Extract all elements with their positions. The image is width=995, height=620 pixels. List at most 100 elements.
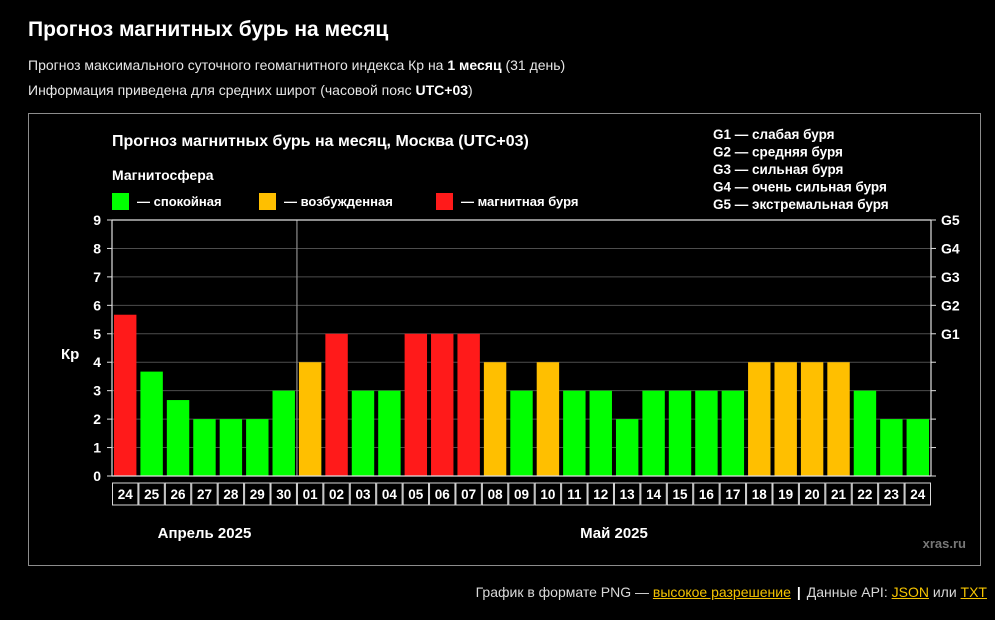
x-tick-cell-28 bbox=[851, 482, 879, 506]
x-tick-label-26: 20 bbox=[805, 487, 820, 502]
x-tick-label-19: 13 bbox=[620, 487, 636, 502]
bar-23 bbox=[721, 390, 745, 476]
x-tick-label-17: 11 bbox=[567, 487, 582, 502]
legend-title: Магнитосфера bbox=[112, 167, 214, 183]
x-tick-label-3: 27 bbox=[197, 487, 212, 502]
x-tick-cell-12 bbox=[429, 482, 456, 506]
x-tick-label-21: 15 bbox=[673, 487, 689, 502]
x-tick-cell-9 bbox=[349, 482, 377, 506]
x-tick-label-24: 18 bbox=[752, 487, 768, 502]
footer: График в формате PNG — высокое разрешени… bbox=[476, 584, 987, 600]
x-tick-label-0: 24 bbox=[118, 487, 134, 502]
x-tick-label-7: 01 bbox=[303, 487, 319, 502]
x-tick-label-14: 08 bbox=[488, 487, 504, 502]
x-tick-cell-25 bbox=[772, 482, 799, 506]
x-tick-cell-21 bbox=[666, 482, 694, 506]
x-tick-cell-17 bbox=[561, 482, 588, 506]
x-tick-label-6: 30 bbox=[276, 487, 291, 502]
x-tick-label-30: 24 bbox=[910, 487, 926, 502]
bar-16 bbox=[536, 362, 560, 476]
chart-title: Прогноз магнитных бурь на месяц, Москва … bbox=[112, 133, 529, 150]
bar-30 bbox=[906, 419, 929, 476]
x-tick-cell-13 bbox=[455, 482, 482, 506]
x-tick-label-12: 06 bbox=[435, 487, 451, 502]
bar-10 bbox=[378, 390, 401, 476]
x-tick-cell-6 bbox=[270, 482, 297, 506]
x-tick-cell-15 bbox=[508, 482, 535, 506]
subtitle-timezone-value: UTC+03 bbox=[415, 82, 469, 98]
bar-22 bbox=[695, 390, 718, 476]
x-tick-cell-27 bbox=[825, 482, 852, 506]
bar-7 bbox=[298, 362, 322, 476]
high-resolution-link[interactable]: высокое разрешение bbox=[652, 584, 791, 600]
x-tick-label-28: 22 bbox=[857, 487, 872, 502]
legend-label-1: — возбужденная bbox=[284, 194, 393, 209]
bar-4 bbox=[219, 419, 243, 476]
storm-legend-item-4: G5 — экстремальная буря bbox=[713, 197, 889, 212]
x-tick-cell-29 bbox=[878, 482, 905, 506]
footer-png-text: График в формате PNG — bbox=[475, 584, 653, 600]
x-tick-cell-10 bbox=[376, 482, 403, 506]
x-tick-cell-24 bbox=[746, 482, 773, 506]
bar-15 bbox=[510, 390, 533, 476]
x-tick-label-18: 12 bbox=[593, 487, 608, 502]
x-tick-cell-4 bbox=[217, 482, 245, 506]
x-tick-cell-26 bbox=[798, 482, 826, 506]
bar-14 bbox=[483, 362, 507, 476]
storm-legend-item-0: G1 — слабая буря bbox=[713, 127, 835, 142]
legend-swatch-0 bbox=[112, 193, 129, 210]
storm-legend-item-3: G4 — очень сильная буря bbox=[713, 180, 887, 195]
bar-8 bbox=[325, 333, 348, 476]
x-tick-label-8: 02 bbox=[329, 487, 344, 502]
x-tick-cell-22 bbox=[693, 482, 720, 506]
bar-25 bbox=[774, 362, 797, 476]
x-tick-cell-8 bbox=[323, 482, 350, 506]
right-tick-label-0: G1 bbox=[941, 326, 960, 342]
x-tick-label-15: 09 bbox=[514, 487, 529, 502]
x-tick-label-13: 07 bbox=[461, 487, 476, 502]
y-tick-label-6: 6 bbox=[93, 297, 101, 313]
y-tick-label-3: 3 bbox=[93, 383, 101, 399]
right-tick-label-3: G4 bbox=[941, 240, 960, 256]
x-tick-label-22: 16 bbox=[699, 487, 715, 502]
subtitle-timezone-suffix: ) bbox=[468, 82, 473, 98]
x-tick-cell-14 bbox=[481, 482, 509, 506]
x-tick-cell-18 bbox=[587, 482, 614, 506]
x-tick-label-29: 23 bbox=[884, 487, 900, 502]
bar-17 bbox=[563, 390, 586, 476]
legend-label-2: — магнитная буря bbox=[461, 194, 578, 209]
chart-container: Прогноз магнитных бурь на месяц, Москва … bbox=[28, 113, 981, 566]
bar-21 bbox=[668, 390, 692, 476]
x-tick-cell-23 bbox=[719, 482, 747, 506]
bar-9 bbox=[351, 390, 375, 476]
bar-24 bbox=[748, 362, 771, 476]
bar-13 bbox=[457, 333, 480, 476]
x-tick-cell-19 bbox=[613, 482, 641, 506]
bar-29 bbox=[880, 419, 903, 476]
bar-26 bbox=[800, 362, 824, 476]
month-label-0: Апрель 2025 bbox=[158, 525, 252, 542]
y-tick-label-4: 4 bbox=[93, 354, 101, 370]
x-tick-cell-3 bbox=[191, 482, 218, 506]
footer-api-text: Данные API: bbox=[806, 584, 892, 600]
x-tick-cell-11 bbox=[402, 482, 430, 506]
bar-11 bbox=[404, 333, 428, 476]
subtitle-forecast-period: 1 месяц bbox=[447, 57, 502, 73]
json-link[interactable]: JSON bbox=[891, 584, 929, 600]
x-tick-label-1: 25 bbox=[144, 487, 160, 502]
kp-forecast-chart: Прогноз магнитных бурь на месяц, Москва … bbox=[61, 127, 966, 551]
x-tick-cell-16 bbox=[534, 482, 562, 506]
x-tick-cell-20 bbox=[640, 482, 667, 506]
subtitle-forecast-prefix: Прогноз максимального суточного геомагни… bbox=[28, 57, 448, 73]
y-tick-label-8: 8 bbox=[93, 240, 101, 256]
footer-separator: | bbox=[796, 584, 801, 600]
y-tick-label-5: 5 bbox=[93, 326, 101, 342]
x-tick-label-25: 19 bbox=[778, 487, 793, 502]
legend: — спокойная — возбужденная — магнитная бур… bbox=[112, 193, 578, 210]
bar-1 bbox=[140, 371, 163, 476]
x-tick-label-2: 26 bbox=[171, 487, 187, 502]
subtitle-timezone-info: Информация приведена для средних широт (… bbox=[28, 82, 473, 98]
bar-18 bbox=[589, 390, 612, 476]
txt-link[interactable]: TXT bbox=[960, 584, 987, 600]
